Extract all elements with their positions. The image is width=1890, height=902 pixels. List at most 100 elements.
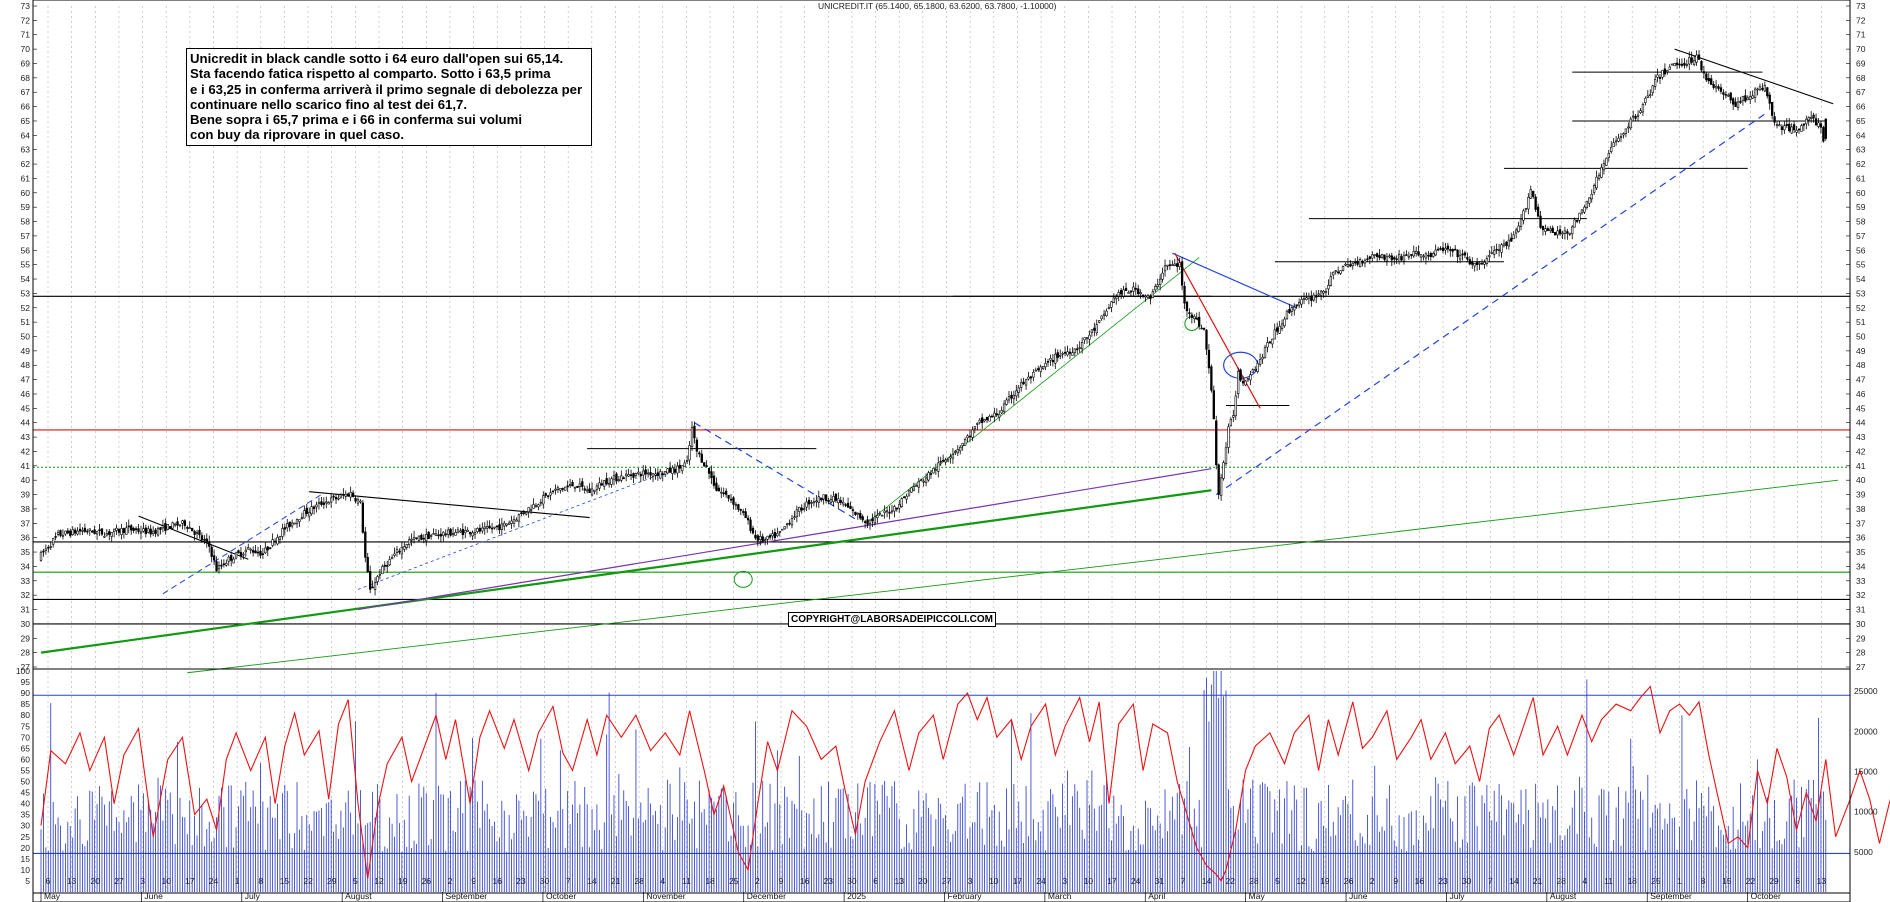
candle-body xyxy=(1358,259,1362,268)
candle-body xyxy=(878,513,881,515)
candle-body xyxy=(898,504,901,509)
candle-body xyxy=(834,493,838,501)
candle-body xyxy=(210,546,213,557)
candle-body xyxy=(749,519,752,531)
candle-body xyxy=(403,546,406,550)
candle-body xyxy=(664,471,667,475)
candle-body xyxy=(720,491,723,494)
candle-body xyxy=(1349,264,1352,267)
month-label: April xyxy=(1148,891,1165,901)
candle-body xyxy=(251,550,255,553)
candle-body xyxy=(1607,152,1610,158)
candle-body xyxy=(805,501,808,508)
blue-resistance-line xyxy=(1172,252,1297,309)
candle-body xyxy=(412,536,416,540)
candle-body xyxy=(905,495,908,500)
candle-body xyxy=(288,521,291,527)
day-tick-label: 10 xyxy=(161,876,171,886)
candle-body xyxy=(1419,254,1423,258)
candle-body xyxy=(915,485,918,487)
candle-body xyxy=(1280,323,1284,329)
candle-body xyxy=(1395,258,1398,261)
candle-body xyxy=(1612,142,1615,147)
candle-body xyxy=(1041,366,1045,370)
candle-body xyxy=(1758,86,1762,90)
candle-body xyxy=(386,565,389,567)
candle-body xyxy=(522,512,525,514)
candlesticks xyxy=(39,50,1827,596)
candle-body xyxy=(1473,262,1476,267)
candle-body xyxy=(1232,415,1235,418)
candle-body xyxy=(1749,96,1752,101)
candle-body xyxy=(383,564,386,567)
candle-body xyxy=(54,536,57,538)
osc-tick-label: 60 xyxy=(21,754,31,764)
candle-body xyxy=(1649,94,1652,97)
candle-body xyxy=(354,498,357,502)
candle-body xyxy=(695,439,699,452)
candle-body xyxy=(1146,295,1150,298)
candle-body xyxy=(1139,292,1142,295)
price-tick-label: 66 xyxy=(21,102,31,112)
day-tick-label: 29 xyxy=(1769,876,1779,886)
day-tick-label: 26 xyxy=(422,876,432,886)
candle-body xyxy=(844,504,847,506)
candle-body xyxy=(1032,371,1035,378)
candle-body xyxy=(790,518,794,526)
candle-body xyxy=(1778,124,1781,127)
candle-body xyxy=(1276,327,1279,332)
osc-tick-label: 40 xyxy=(21,799,31,809)
candle-body xyxy=(1475,261,1479,265)
candle-body xyxy=(1141,294,1145,297)
candle-body xyxy=(61,534,65,537)
candle-body xyxy=(1344,263,1347,266)
candle-body xyxy=(1512,234,1515,240)
candle-body xyxy=(1756,88,1759,91)
candle-body xyxy=(1068,351,1072,354)
candle-body xyxy=(147,528,150,533)
candle-body xyxy=(1771,101,1774,116)
price-tick-label: 38 xyxy=(1856,504,1866,514)
candle-body xyxy=(127,525,130,528)
candle-body xyxy=(586,489,589,492)
candle-body xyxy=(1110,301,1113,308)
month-label: August xyxy=(345,891,372,901)
candle-body xyxy=(1532,190,1535,198)
candle-body xyxy=(449,528,452,536)
candle-body xyxy=(239,551,243,557)
candle-body xyxy=(1753,88,1757,98)
month-label: February xyxy=(948,891,983,901)
price-tick-label: 46 xyxy=(1856,389,1866,399)
candle-body xyxy=(166,524,169,530)
candle-body xyxy=(942,459,945,462)
candle-body xyxy=(924,477,928,483)
month-label: May xyxy=(1249,891,1266,901)
candle-body xyxy=(1439,248,1442,250)
day-tick-label: 14 xyxy=(1509,876,1519,886)
candle-body xyxy=(349,491,352,498)
candle-body xyxy=(976,423,979,425)
day-tick-label: 25 xyxy=(729,876,739,886)
candle-body xyxy=(1634,116,1637,119)
price-tick-label: 42 xyxy=(21,446,31,456)
osc-tick-label: 70 xyxy=(21,732,31,742)
candle-body xyxy=(193,531,196,535)
day-tick-label: 16 xyxy=(800,876,810,886)
candle-body xyxy=(1822,127,1825,142)
candle-body xyxy=(1436,248,1440,251)
candle-body xyxy=(1380,254,1384,258)
candle-body xyxy=(442,531,445,536)
candle-body xyxy=(554,488,557,491)
month-label: June xyxy=(1349,891,1368,901)
day-tick-label: 10 xyxy=(1084,876,1094,886)
candle-body xyxy=(451,533,455,535)
month-label: December xyxy=(747,891,786,901)
candle-body xyxy=(1561,232,1564,235)
candle-body xyxy=(637,471,640,474)
candle-body xyxy=(381,566,384,575)
candle-body xyxy=(322,502,325,505)
candle-body xyxy=(1337,271,1340,274)
price-tick-label: 44 xyxy=(21,418,31,428)
volume-tick-label: 10000 xyxy=(1854,807,1878,817)
price-tick-label: 30 xyxy=(21,619,31,629)
